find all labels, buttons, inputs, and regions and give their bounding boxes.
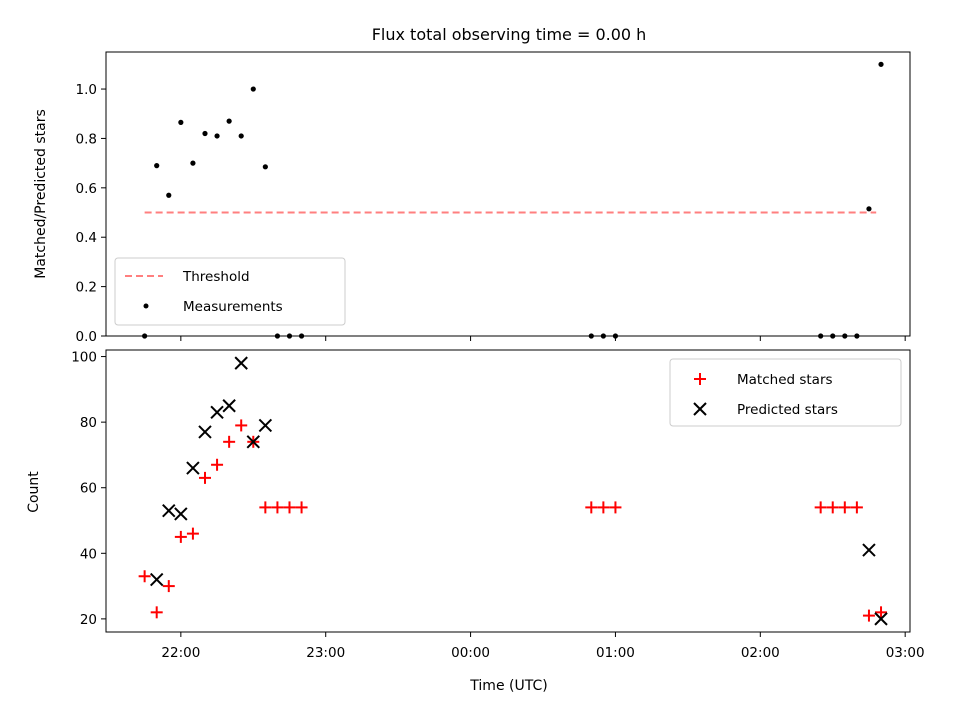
bottom-x-tick-label: 01:00 <box>596 645 635 661</box>
top-panel: Flux total observing time = 0.00 h 0.00.… <box>33 25 911 345</box>
legend-matched-marker <box>694 373 706 385</box>
top-y-tick-label: 1.0 <box>76 82 97 98</box>
matched-star-point <box>235 419 248 432</box>
measurement-point <box>866 206 872 212</box>
legend-matched-label: Matched stars <box>737 372 833 388</box>
bottom-panel: 20 40 60 80 100 22:00 23:00 00:00 01:00 02:00 03:… <box>26 349 925 694</box>
measurement-point <box>178 119 184 125</box>
measurement-point <box>202 130 208 137</box>
predicted-star-point <box>149 572 164 587</box>
measurement-point <box>190 160 196 166</box>
measurement-point <box>166 192 172 198</box>
legend-predicted-marker <box>693 402 707 416</box>
matched-star-point <box>174 530 187 543</box>
bottom-axes-frame <box>105 349 911 633</box>
bottom-y-tick-label: 80 <box>80 415 97 431</box>
bottom-y-ticks: 20 40 60 80 100 <box>71 350 106 628</box>
bottom-y-tick-label: 40 <box>80 546 97 562</box>
top-y-tick-label: 0.0 <box>76 329 97 345</box>
matched-star-point <box>271 501 284 514</box>
bottom-y-tick-label: 100 <box>71 350 97 366</box>
matched-star-point <box>609 501 622 514</box>
top-x-ticks <box>180 336 906 341</box>
bottom-y-tick-label: 20 <box>80 612 97 628</box>
measurement-point <box>262 164 268 170</box>
predicted-star-point <box>210 405 224 420</box>
top-y-tick-label: 0.4 <box>76 230 97 246</box>
bottom-x-tick-label: 02:00 <box>741 645 780 661</box>
matched-star-point <box>850 501 863 514</box>
top-axes-frame <box>105 51 911 337</box>
matched-star-point <box>814 501 827 514</box>
legend-measurements-marker <box>143 303 149 309</box>
top-y-ticks: 0.0 0.2 0.4 0.6 0.8 1.0 <box>76 82 106 345</box>
measurement-point <box>214 133 220 139</box>
bottom-x-tick-label: 03:00 <box>886 645 925 661</box>
top-panel-title: Flux total observing time = 0.00 h <box>372 25 647 44</box>
top-y-tick-label: 0.8 <box>76 131 97 147</box>
bottom-y-tick-label: 60 <box>80 481 97 497</box>
legend-predicted-label: Predicted stars <box>737 402 838 418</box>
matched-star-point <box>259 501 272 514</box>
bottom-y-axis-label: Count <box>26 471 42 513</box>
predicted-star-point <box>162 503 176 518</box>
matched-star-point <box>875 606 888 619</box>
predicted-star-point <box>862 543 876 557</box>
matched-star-point <box>162 580 175 593</box>
top-legend-box <box>114 257 346 326</box>
matched-star-point <box>295 501 308 514</box>
matched-star-point <box>150 606 163 619</box>
predicted-star-point <box>234 356 248 370</box>
bottom-plot-marks <box>138 356 888 626</box>
matched-star-point <box>597 501 610 514</box>
matched-star-point <box>585 501 598 514</box>
matched-star-point <box>862 609 875 622</box>
measurement-point <box>154 163 160 169</box>
predicted-star-point <box>198 425 212 439</box>
bottom-legend-box <box>669 358 902 427</box>
measurement-point <box>250 86 256 92</box>
predicted-star-point <box>246 435 260 449</box>
matched-star-point <box>138 570 151 583</box>
predicted-star-point <box>874 612 888 626</box>
bottom-x-ticks: 22:00 23:00 00:00 01:00 02:00 03:00 <box>161 632 925 661</box>
predicted-star-point <box>174 507 188 521</box>
bottom-x-tick-label: 22:00 <box>161 645 200 661</box>
matched-star-point <box>186 527 199 540</box>
measurement-point <box>878 61 884 67</box>
matched-star-point <box>283 501 296 514</box>
matched-star-point <box>223 435 236 448</box>
bottom-x-tick-label: 23:00 <box>306 645 345 661</box>
predicted-star-point <box>222 399 236 413</box>
measurement-point <box>226 118 232 124</box>
measurement-point <box>238 133 244 139</box>
legend-threshold-label: Threshold <box>182 269 250 285</box>
bottom-x-axis-label: Time (UTC) <box>469 678 547 694</box>
predicted-star-point <box>258 418 273 433</box>
top-y-tick-label: 0.2 <box>76 280 97 296</box>
top-y-tick-label: 0.6 <box>76 181 97 197</box>
bottom-x-tick-label: 00:00 <box>451 645 490 661</box>
legend-measurements-label: Measurements <box>183 299 283 315</box>
matched-star-point <box>838 501 851 514</box>
top-plot-marks <box>142 61 884 339</box>
bottom-legend: Matched stars Predicted stars <box>669 358 902 427</box>
matched-star-point <box>211 458 224 471</box>
top-y-axis-label: Matched/Predicted stars <box>33 109 49 279</box>
matched-star-point <box>826 501 839 514</box>
matched-star-point <box>198 471 211 484</box>
predicted-star-point <box>186 461 200 475</box>
top-legend: Threshold Measurements <box>114 257 346 326</box>
